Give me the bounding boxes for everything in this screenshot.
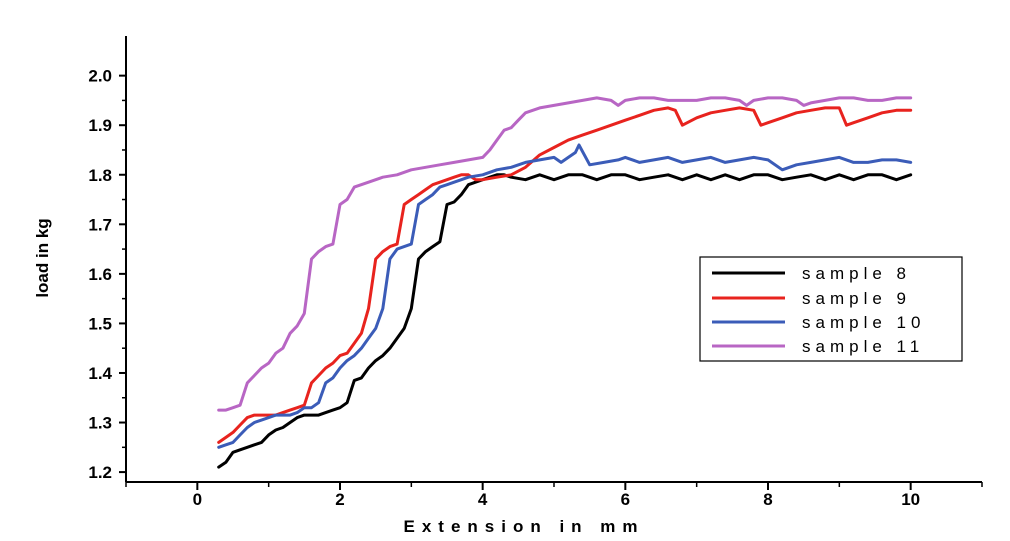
y-tick-label: 1.3 <box>88 414 112 433</box>
x-tick-label: 8 <box>763 490 772 509</box>
y-tick-label: 1.6 <box>88 265 112 284</box>
x-axis-title: Extension in mm <box>403 517 644 536</box>
series-layer <box>217 96 913 469</box>
y-tick-label: 2.0 <box>88 67 112 86</box>
x-tick-label: 2 <box>335 490 344 509</box>
legend-item: sample 11 <box>712 337 924 356</box>
series-line-sample-8 <box>217 173 913 469</box>
y-axis-ticks: 1.2 1.3 1.4 1.5 1.6 1.7 1.8 1.9 2.0 <box>88 67 126 482</box>
x-tick-label: 6 <box>621 490 630 509</box>
y-tick-label: 1.7 <box>88 215 112 234</box>
x-tick-label: 0 <box>193 490 202 509</box>
y-tick-label: 1.4 <box>88 364 112 383</box>
legend-item: sample 9 <box>712 289 911 308</box>
y-tick-label: 1.9 <box>88 116 112 135</box>
y-axis-title: load in kg <box>33 218 52 297</box>
series-line-sample-10 <box>217 143 913 449</box>
legend-item: sample 8 <box>712 264 911 283</box>
legend-label: sample 11 <box>802 337 924 356</box>
x-tick-label: 4 <box>478 490 488 509</box>
x-axis-ticks: 0 2 4 6 8 10 <box>125 482 983 509</box>
series-line-sample-9 <box>217 106 913 444</box>
legend-label: sample 10 <box>802 313 925 332</box>
y-tick-label: 1.2 <box>88 463 112 482</box>
legend-label: sample 8 <box>802 264 911 283</box>
legend: sample 8 sample 9 sample 10 sample 11 <box>699 256 963 362</box>
x-tick-label: 10 <box>901 490 920 509</box>
y-tick-label: 1.8 <box>88 166 112 185</box>
legend-label: sample 9 <box>802 289 911 308</box>
series-line-sample-11 <box>217 96 913 412</box>
y-tick-label: 1.5 <box>88 314 112 333</box>
legend-item: sample 10 <box>712 313 925 332</box>
